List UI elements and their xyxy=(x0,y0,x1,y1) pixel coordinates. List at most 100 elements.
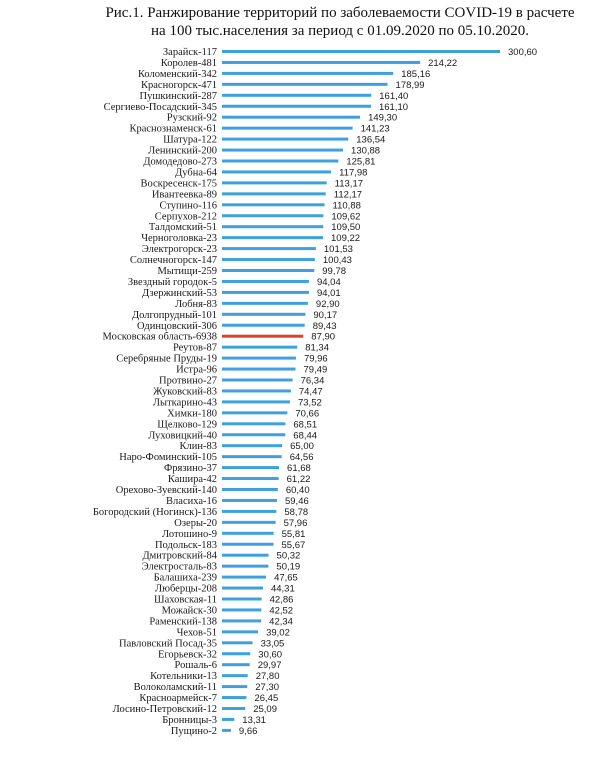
value-label: 89,43 xyxy=(313,321,337,332)
bar xyxy=(222,488,278,491)
value-label: 130,88 xyxy=(351,146,380,157)
category-label: Фрязино-37 xyxy=(164,463,217,474)
bar xyxy=(222,520,276,524)
category-label: Серпухов-212 xyxy=(155,211,217,222)
value-label: 33,05 xyxy=(261,638,285,649)
bar xyxy=(222,586,263,590)
value-label: 61,68 xyxy=(287,463,311,474)
bar xyxy=(222,367,296,371)
category-label: Люберцы-208 xyxy=(155,584,217,595)
value-label: 109,62 xyxy=(331,211,360,222)
category-label: Реутов-87 xyxy=(173,343,217,354)
value-label: 68,51 xyxy=(293,419,317,430)
value-label: 27,80 xyxy=(256,671,280,682)
value-label: 112,17 xyxy=(334,189,362,200)
value-label: 136,54 xyxy=(356,135,385,146)
bar xyxy=(222,203,325,207)
bar xyxy=(222,192,326,196)
bar xyxy=(222,641,253,645)
bar xyxy=(222,707,246,710)
category-label: Солнечногорск-147 xyxy=(130,255,217,266)
value-label: 185,16 xyxy=(401,69,430,80)
category-label: Зарайск-117 xyxy=(163,47,217,58)
value-label: 39,02 xyxy=(266,627,290,638)
bar xyxy=(222,170,332,174)
value-label: 110,88 xyxy=(333,200,361,211)
bar xyxy=(222,509,277,513)
bar xyxy=(222,258,315,262)
category-label: Озеры-20 xyxy=(174,518,217,529)
bar xyxy=(222,498,277,502)
bar xyxy=(222,345,298,349)
chart-title-line-2: на 100 тыс.населения за период с 01.09.2… xyxy=(151,23,529,39)
category-label: Орехово-Зуевский-140 xyxy=(116,485,217,496)
category-label: Дмитровский-84 xyxy=(142,551,217,562)
category-label: Талдомский-51 xyxy=(149,222,217,233)
bar xyxy=(222,137,349,141)
bar xyxy=(222,236,324,240)
category-label: Раменский-138 xyxy=(149,616,217,627)
bar xyxy=(222,433,286,437)
bar xyxy=(222,542,274,546)
category-label: Московская область-6938 xyxy=(103,332,217,343)
value-label: 90,17 xyxy=(313,310,337,321)
value-label: 25,09 xyxy=(253,704,277,715)
category-label: Котельники-13 xyxy=(150,671,217,682)
bar-highlight xyxy=(222,334,304,338)
value-label: 214,22 xyxy=(428,58,457,69)
value-label: 73,52 xyxy=(298,397,322,408)
value-label: 47,65 xyxy=(274,573,298,584)
value-label: 79,96 xyxy=(304,354,328,365)
category-label: Королев-481 xyxy=(161,58,217,69)
bar xyxy=(222,728,231,732)
category-label: Серебряные Пруды-19 xyxy=(116,354,217,365)
category-label: Красноармейск-7 xyxy=(139,693,217,704)
category-label: Дзержинский-53 xyxy=(142,288,217,299)
category-label: Шаховская-11 xyxy=(154,595,217,606)
category-label: Ступино-116 xyxy=(159,200,217,211)
category-label: Жуковский-83 xyxy=(153,386,217,397)
category-label: Чехов-51 xyxy=(177,627,217,638)
category-label: Ивантеевка-89 xyxy=(152,189,217,200)
value-label: 109,50 xyxy=(331,222,360,233)
category-label: Краснознаменск-61 xyxy=(129,124,217,135)
bar xyxy=(222,159,339,163)
value-label: 9,66 xyxy=(239,726,257,737)
value-label: 76,34 xyxy=(301,376,325,387)
bar xyxy=(222,455,282,459)
category-label: Долгопрудный-101 xyxy=(132,310,217,321)
value-label: 100,43 xyxy=(323,255,352,266)
category-label: Сергиево-Посадский-345 xyxy=(104,102,217,113)
category-label: Ленинский-200 xyxy=(148,146,217,157)
value-label: 113,17 xyxy=(335,178,363,189)
bar xyxy=(222,126,353,130)
bar xyxy=(222,575,267,579)
value-label: 26,45 xyxy=(254,693,278,704)
category-label: Одинцовский-306 xyxy=(137,321,217,332)
bar xyxy=(222,115,361,119)
bar xyxy=(222,356,296,360)
value-label: 64,56 xyxy=(290,452,314,463)
bar xyxy=(222,225,324,229)
category-label: Можайск-30 xyxy=(162,605,217,616)
category-label: Лобня-83 xyxy=(175,299,217,310)
bar xyxy=(222,717,235,721)
bar xyxy=(222,82,388,86)
chart-title: Рис.1. Ранжирование территорий по заболе… xyxy=(80,4,600,40)
bar xyxy=(222,247,316,251)
bar xyxy=(222,553,269,557)
value-label: 70,66 xyxy=(295,408,319,419)
value-label: 55,81 xyxy=(282,529,306,540)
value-label: 50,19 xyxy=(276,562,300,573)
value-label: 29,97 xyxy=(258,660,282,671)
value-label: 61,22 xyxy=(287,474,311,485)
category-label: Шатура-122 xyxy=(163,135,217,146)
value-label: 65,00 xyxy=(290,441,314,452)
bar xyxy=(222,477,279,481)
category-label: Дубна-64 xyxy=(175,167,218,178)
bar xyxy=(222,444,283,448)
bar xyxy=(222,279,309,283)
value-label: 161,10 xyxy=(379,102,408,113)
category-label: Кашира-42 xyxy=(168,474,217,485)
